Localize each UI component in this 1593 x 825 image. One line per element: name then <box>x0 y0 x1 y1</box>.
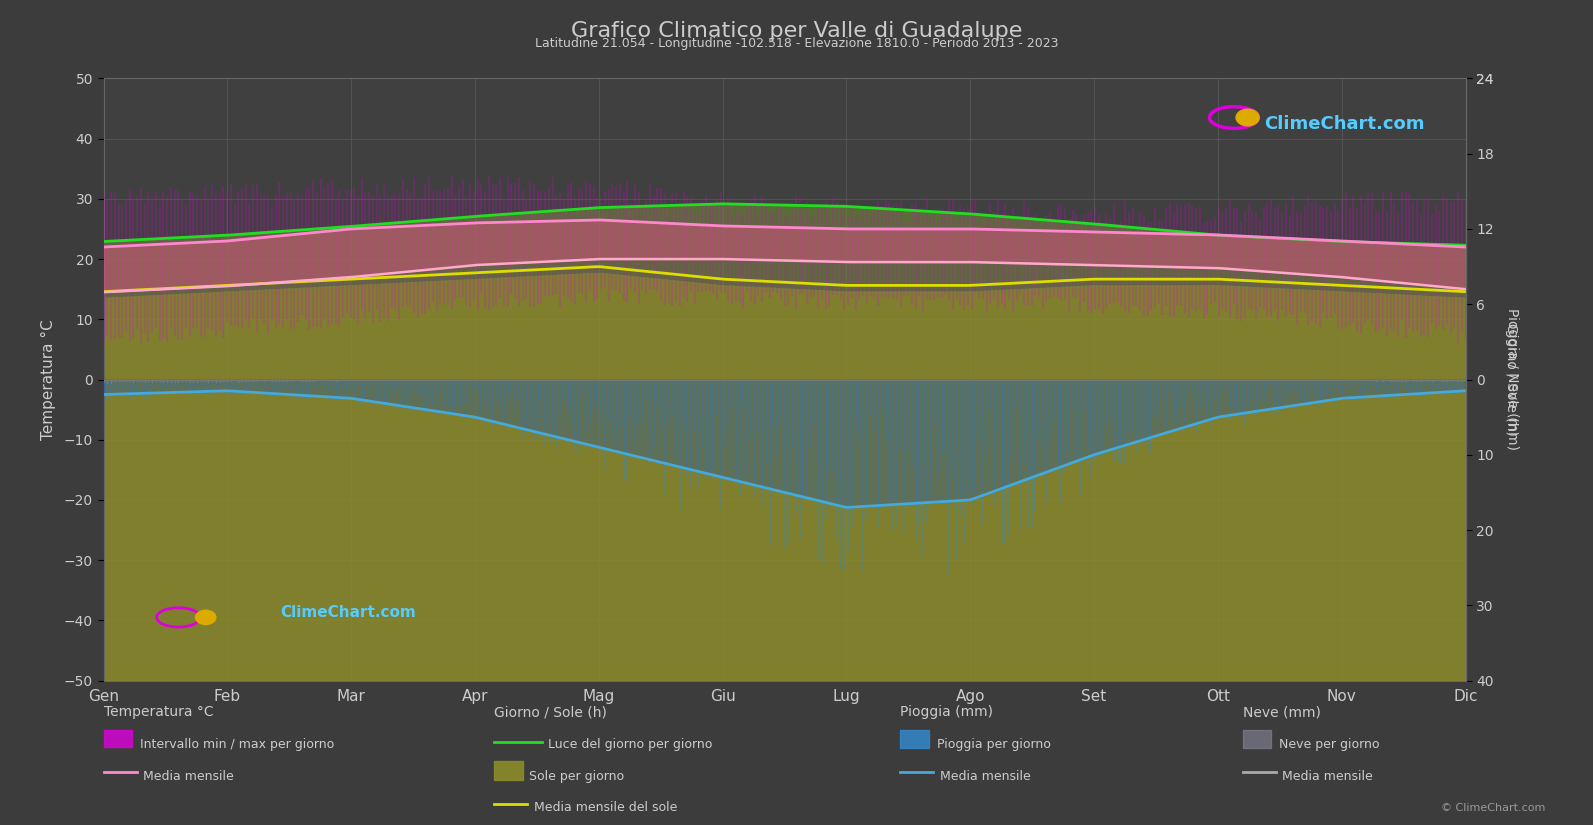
Text: Pioggia per giorno: Pioggia per giorno <box>937 738 1050 752</box>
Text: Intervallo min / max per giorno: Intervallo min / max per giorno <box>140 738 335 752</box>
Text: Media mensile del sole: Media mensile del sole <box>534 801 677 814</box>
Text: Giorno / Sole (h): Giorno / Sole (h) <box>494 705 607 719</box>
Y-axis label: Temperatura °C: Temperatura °C <box>40 319 56 440</box>
Text: Pioggia (mm): Pioggia (mm) <box>900 705 992 719</box>
Ellipse shape <box>194 610 217 625</box>
Text: Grafico Climatico per Valle di Guadalupe: Grafico Climatico per Valle di Guadalupe <box>570 21 1023 40</box>
Text: Temperatura °C: Temperatura °C <box>104 705 213 719</box>
Text: © ClimeChart.com: © ClimeChart.com <box>1440 803 1545 813</box>
Text: Luce del giorno per giorno: Luce del giorno per giorno <box>548 738 712 752</box>
Text: Latitudine 21.054 - Longitudine -102.518 - Elevazione 1810.0 - Periodo 2013 - 20: Latitudine 21.054 - Longitudine -102.518… <box>535 37 1058 50</box>
Text: Media mensile: Media mensile <box>143 770 234 783</box>
Ellipse shape <box>1236 108 1260 126</box>
Text: ClimeChart.com: ClimeChart.com <box>280 606 416 620</box>
Text: ClimeChart.com: ClimeChart.com <box>1265 115 1424 133</box>
Text: Media mensile: Media mensile <box>940 770 1031 783</box>
Y-axis label: Giorno / Sole (h): Giorno / Sole (h) <box>1505 323 1518 436</box>
Text: Sole per giorno: Sole per giorno <box>529 770 624 783</box>
Text: Neve per giorno: Neve per giorno <box>1279 738 1380 752</box>
Y-axis label: Pioggia / Neve (mm): Pioggia / Neve (mm) <box>1505 309 1518 450</box>
Text: Media mensile: Media mensile <box>1282 770 1373 783</box>
Text: Neve (mm): Neve (mm) <box>1243 705 1321 719</box>
